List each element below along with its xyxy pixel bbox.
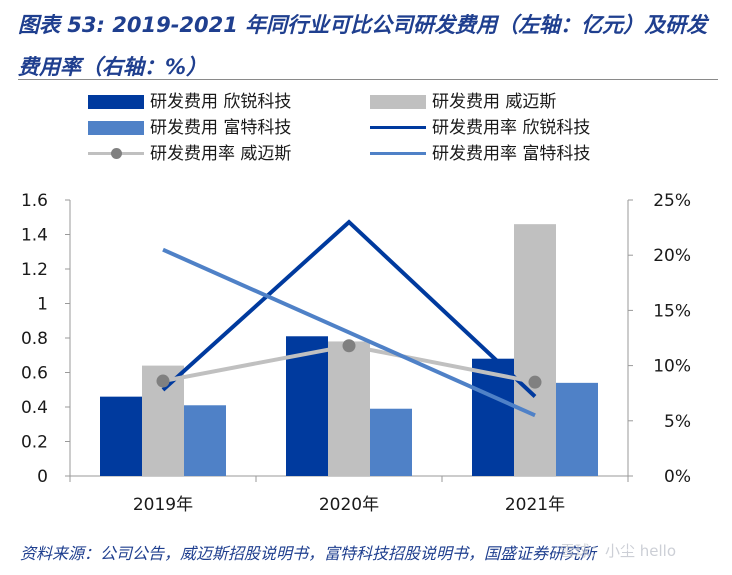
- bar-rd-weimaisi: [328, 341, 370, 476]
- bar-rd-fute: [556, 382, 598, 476]
- right-axis-tick-label: 20%: [653, 246, 691, 266]
- marker-rate-weimaisi: [342, 339, 356, 353]
- legend-label: 研发费用 欣锐科技: [150, 92, 292, 112]
- legend-label: 研发费用率 富特科技: [432, 144, 591, 164]
- bar-rd-fute: [370, 408, 412, 476]
- x-axis-tick-label: 2021年: [505, 495, 565, 515]
- bar-rd-xinrui: [286, 336, 328, 476]
- left-axis-tick-label: 1.4: [21, 226, 48, 246]
- legend-swatch-bar-weimaisi: [370, 95, 426, 109]
- x-axis-tick-label: 2020年: [319, 495, 379, 515]
- right-axis-tick-label: 25%: [653, 191, 691, 211]
- left-axis-tick-label: 0.4: [21, 398, 48, 418]
- source-note: 资料来源：公司公告，威迈斯招股说明书，富特科技招股说明书，国盛证券研究所: [20, 544, 597, 563]
- bar-rd-weimaisi: [514, 224, 556, 476]
- marker-rate-weimaisi: [528, 375, 542, 389]
- watermark: 雪球：小尘 hello: [560, 542, 677, 560]
- bar-rd-fute: [184, 405, 226, 476]
- left-axis-tick-label: 0.6: [21, 364, 48, 384]
- left-axis-tick-label: 1: [37, 295, 48, 315]
- legend-marker-weimaisi: [111, 148, 122, 159]
- left-axis-tick-label: 0.2: [21, 433, 48, 453]
- x-axis-tick-label: 2019年: [133, 495, 193, 515]
- right-axis-tick-label: 10%: [653, 357, 691, 377]
- left-axis-tick-label: 1.6: [21, 191, 48, 211]
- right-axis-tick-label: 15%: [653, 301, 691, 321]
- chart-title: 图表 53: 2019-2021 年同行业可比公司研发费用（左轴：亿元）及研发费…: [18, 13, 708, 79]
- line-rate-fute: [162, 247, 536, 418]
- legend-label: 研发费用率 威迈斯: [150, 144, 292, 164]
- legend-label: 研发费用 富特科技: [150, 118, 292, 138]
- right-axis-tick-label: 0%: [664, 467, 691, 487]
- left-axis-tick-label: 1.2: [21, 260, 48, 280]
- bar-rd-xinrui: [100, 396, 142, 476]
- marker-rate-weimaisi: [156, 374, 170, 388]
- right-axis-tick-label: 5%: [664, 412, 691, 432]
- left-axis-tick-label: 0: [37, 467, 48, 487]
- title-divider: [18, 79, 718, 80]
- legend-label: 研发费用 威迈斯: [432, 92, 557, 112]
- left-axis-tick-label: 0.8: [21, 329, 48, 349]
- legend: 研发费用 欣锐科技 研发费用 威迈斯 研发费用 富特科技 研发费用率 欣锐科技 …: [0, 0, 732, 170]
- legend-label: 研发费用率 欣锐科技: [432, 118, 591, 138]
- line-rate-xinrui: [161, 219, 537, 398]
- legend-swatch-bar-xinrui: [88, 95, 144, 109]
- legend-swatch-line-fute: [370, 152, 426, 155]
- legend-swatch-line-xinrui: [370, 126, 426, 129]
- legend-swatch-bar-fute: [88, 121, 144, 135]
